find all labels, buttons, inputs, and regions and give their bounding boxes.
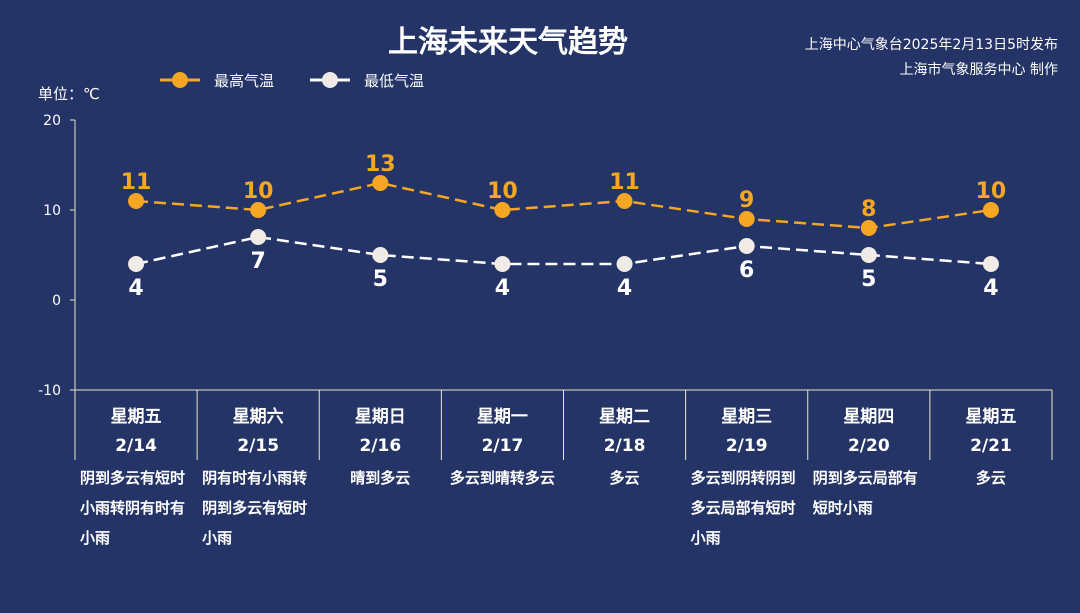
high-temp-data-label: 8 (861, 197, 876, 222)
legend-low-marker (322, 72, 338, 88)
low-temp-point (860, 247, 877, 263)
axes: -10 0 10 20 (38, 113, 1052, 399)
weekday-label: 星期二 (599, 407, 650, 427)
low-temp-data-label: 4 (495, 276, 510, 301)
weather-description: 阴到多云局部有短时小雨 (812, 469, 918, 517)
date-label: 2/14 (115, 436, 157, 456)
weekday-label: 星期一 (477, 407, 528, 427)
low-temp-point (494, 256, 511, 272)
y-tick-label: -10 (38, 383, 61, 399)
weather-description: 多云 (609, 469, 640, 487)
source-line-1: 上海中心气象台2025年2月13日5时发布 (805, 37, 1058, 53)
low-temp-point (616, 256, 633, 272)
low-temp-data-label: 4 (617, 276, 632, 301)
y-tick-label: 0 (52, 293, 61, 309)
date-label: 2/16 (359, 436, 401, 456)
high-temp-line (135, 181, 992, 230)
high-temp-point (250, 202, 267, 218)
series-layer: 11 10 13 10 11 9 8 10 4 7 5 4 4 6 5 4 (121, 152, 1007, 301)
low-temp-point (738, 238, 755, 254)
high-temp-point (982, 202, 999, 218)
high-temp-point (494, 202, 511, 218)
legend: 最高气温 最低气温 (160, 72, 424, 90)
y-tick-label: 20 (43, 113, 61, 129)
low-temp-data-label: 4 (983, 276, 998, 301)
weekday-label: 星期日 (355, 407, 406, 427)
weekday-label: 星期五 (111, 407, 162, 427)
legend-high-marker (172, 72, 188, 88)
weather-description: 多云 (975, 469, 1006, 487)
weather-description: 阴到多云有短时小雨转阴有时有小雨 (80, 469, 186, 547)
high-temp-data-label: 9 (739, 188, 754, 213)
date-label: 2/20 (848, 436, 890, 456)
date-label: 2/18 (604, 436, 646, 456)
high-temp-data-label: 13 (365, 152, 396, 177)
chart-title: 上海未来天气趋势 (388, 25, 628, 60)
high-temp-data-label: 10 (487, 179, 518, 204)
high-temp-data-label: 10 (243, 179, 274, 204)
weather-description: 阴有时有小雨转阴到多云有短时小雨 (202, 469, 308, 547)
high-temp-data-label: 11 (121, 170, 152, 195)
source-line-2: 上海市气象服务中心 制作 (900, 61, 1058, 78)
low-temp-line (135, 235, 992, 266)
unit-label: 单位：℃ (38, 85, 100, 103)
weather-description: 晴到多云 (350, 469, 411, 487)
low-temp-data-label: 4 (128, 276, 143, 301)
low-temp-point (128, 256, 145, 272)
y-tick-label: 10 (43, 203, 61, 219)
x-categories: 星期五 2/14 星期六 2/15 星期日 2/16 星期一 2/17 星期二 2/18 星期三 2/… (74, 390, 1053, 460)
low-temp-data-label: 6 (739, 258, 754, 283)
weekday-label: 星期五 (965, 407, 1016, 427)
legend-high-label: 最高气温 (214, 72, 274, 90)
weekday-label: 星期四 (843, 407, 894, 427)
high-temp-point (128, 193, 145, 209)
date-label: 2/21 (970, 436, 1012, 456)
low-temp-point (250, 229, 267, 245)
low-temp-point (982, 256, 999, 272)
low-temp-data-label: 7 (251, 249, 266, 274)
high-temp-data-label: 10 (976, 179, 1007, 204)
weather-description: 多云到晴转多云 (449, 469, 555, 487)
low-temp-point (372, 247, 389, 263)
high-temp-point (372, 175, 389, 191)
high-temp-data-label: 11 (609, 170, 640, 195)
weekday-label: 星期六 (233, 406, 284, 427)
legend-low-label: 最低气温 (364, 72, 424, 90)
high-temp-point (616, 193, 633, 209)
high-temp-point (738, 211, 755, 227)
low-temp-data-label: 5 (373, 267, 388, 292)
weekday-label: 星期三 (721, 407, 772, 427)
date-label: 2/17 (482, 436, 524, 456)
low-temp-data-label: 5 (861, 267, 876, 292)
date-label: 2/19 (726, 436, 768, 456)
date-label: 2/15 (237, 436, 279, 456)
weather-description: 多云到阴转阴到多云局部有短时小雨 (690, 469, 796, 547)
high-temp-point (860, 220, 877, 236)
